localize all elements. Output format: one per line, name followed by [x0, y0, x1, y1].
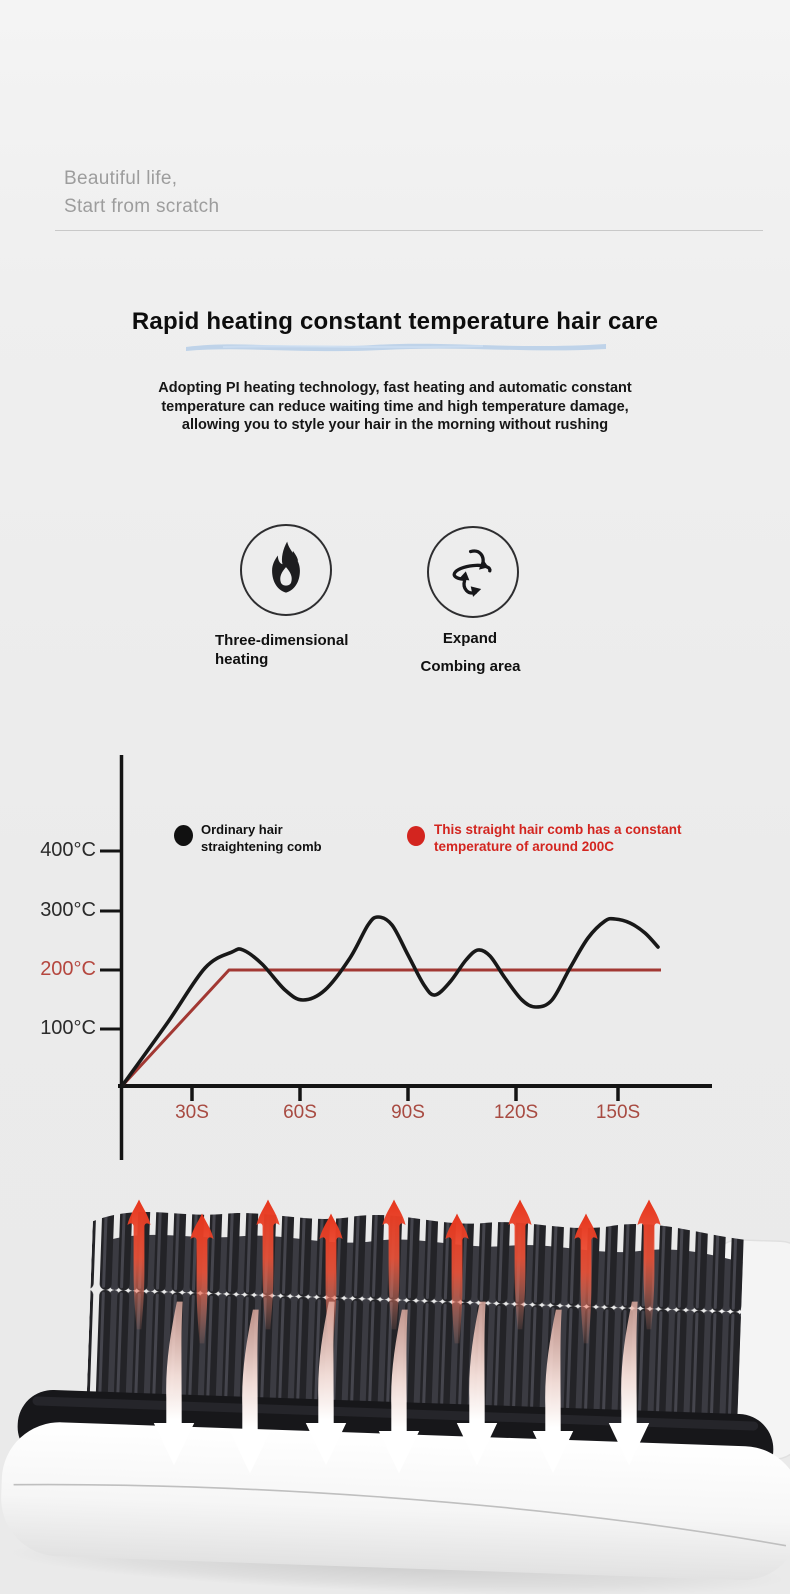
y-axis-label: 300°C [40, 899, 96, 921]
x-axis-label: 60S [283, 1102, 317, 1123]
legend-constant-line-2: temperature of around 200C [434, 838, 615, 854]
intro-description-line-2: temperature can reduce waiting time and … [161, 398, 629, 415]
intro-description: Adopting PI heating technology, fast hea… [75, 379, 715, 435]
legend-constant-comb: This straight hair comb has a constant t… [407, 822, 682, 855]
legend-ordinary-line-2: straightening comb [201, 838, 322, 854]
rotate-expand-icon [452, 549, 492, 597]
feature-expand-label-line-1: Expand [442, 630, 498, 647]
y-axis-label: 400°C [40, 839, 96, 861]
feature-heating-circle [240, 524, 332, 616]
flame-icon [272, 541, 300, 593]
title-underline-brush [186, 343, 606, 352]
feature-heating-label: Three-dimensional heating [215, 631, 395, 669]
legend-constant-line-1: This straight hair comb has a constant [434, 822, 682, 837]
legend-ordinary-line-1: Ordinary hair [201, 822, 283, 837]
header-divider [55, 230, 763, 231]
feature-heating-label-line-2: heating [215, 651, 269, 668]
feature-expand-circle [427, 526, 519, 618]
intro-description-line-1: Adopting PI heating technology, fast hea… [158, 380, 632, 396]
x-axis-label: 90S [391, 1102, 425, 1123]
x-axis-label: 150S [595, 1102, 641, 1123]
legend-ordinary-comb: Ordinary hair straightening comb [174, 822, 322, 855]
page-title: Rapid heating constant temperature hair … [131, 308, 659, 335]
feature-heating-label-line-1: Three-dimensional [215, 632, 349, 649]
feature-expand-label-line-2: Combing area [420, 658, 521, 675]
x-axis-label: 30S [175, 1102, 209, 1123]
x-axis-label: 120S [493, 1102, 539, 1123]
ordinary-comb-dot-icon [174, 825, 193, 846]
y-axis-label: 200°C [40, 958, 96, 980]
legend-constant-comb-text: This straight hair comb has a constant t… [434, 822, 682, 855]
intro-description-line-3: allowing you to style your hair in the m… [181, 417, 609, 433]
y-axis-label: 100°C [40, 1017, 96, 1039]
legend-ordinary-comb-text: Ordinary hair straightening comb [201, 822, 322, 855]
tagline-line-1: Beautiful life, [64, 168, 178, 189]
constant-comb-dot-icon [407, 826, 425, 846]
tagline-line-2: Start from scratch [64, 196, 220, 217]
